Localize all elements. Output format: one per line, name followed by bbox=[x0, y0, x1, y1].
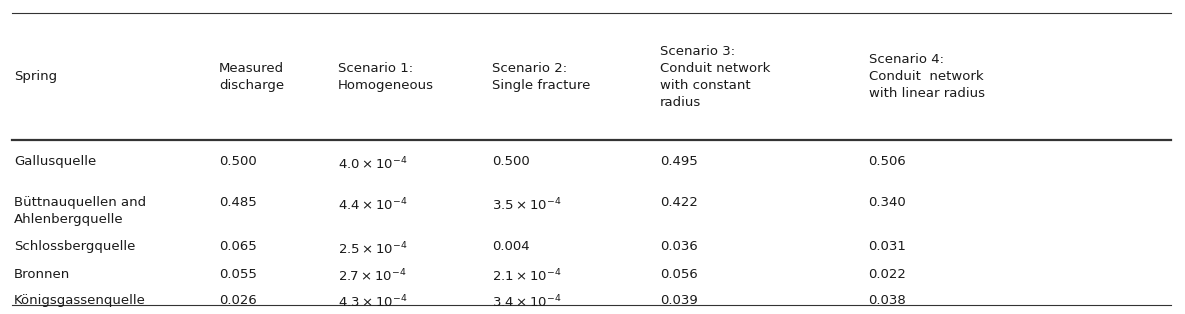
Text: 0.506: 0.506 bbox=[869, 155, 907, 168]
Text: 0.022: 0.022 bbox=[869, 268, 907, 280]
Text: 0.004: 0.004 bbox=[492, 240, 530, 253]
Text: $4.3 \times 10^{-4}$: $4.3 \times 10^{-4}$ bbox=[338, 294, 408, 310]
Text: 0.495: 0.495 bbox=[660, 155, 698, 168]
Text: 0.056: 0.056 bbox=[660, 268, 698, 280]
Text: $3.5 \times 10^{-4}$: $3.5 \times 10^{-4}$ bbox=[492, 196, 562, 213]
Text: $2.5 \times 10^{-4}$: $2.5 \times 10^{-4}$ bbox=[338, 240, 408, 257]
Text: Büttnauquellen and
Ahlenbergquelle: Büttnauquellen and Ahlenbergquelle bbox=[14, 196, 146, 226]
Text: 0.500: 0.500 bbox=[492, 155, 530, 168]
Text: 0.039: 0.039 bbox=[660, 294, 698, 306]
Text: Scenario 1:
Homogeneous: Scenario 1: Homogeneous bbox=[338, 62, 434, 92]
Text: Bronnen: Bronnen bbox=[14, 268, 70, 280]
Text: Gallusquelle: Gallusquelle bbox=[14, 155, 96, 168]
Text: 0.055: 0.055 bbox=[219, 268, 257, 280]
Text: Schlossbergquelle: Schlossbergquelle bbox=[14, 240, 135, 253]
Text: 0.036: 0.036 bbox=[660, 240, 698, 253]
Text: 0.065: 0.065 bbox=[219, 240, 257, 253]
Text: Scenario 4:
Conduit  network
with linear radius: Scenario 4: Conduit network with linear … bbox=[869, 53, 985, 100]
Text: Scenario 2:
Single fracture: Scenario 2: Single fracture bbox=[492, 62, 590, 92]
Text: $4.0 \times 10^{-4}$: $4.0 \times 10^{-4}$ bbox=[338, 155, 408, 172]
Text: 0.026: 0.026 bbox=[219, 294, 257, 306]
Text: Measured
discharge: Measured discharge bbox=[219, 62, 284, 92]
Text: Scenario 3:
Conduit network
with constant
radius: Scenario 3: Conduit network with constan… bbox=[660, 45, 770, 109]
Text: 0.340: 0.340 bbox=[869, 196, 907, 209]
Text: $2.7 \times 10^{-4}$: $2.7 \times 10^{-4}$ bbox=[338, 268, 406, 284]
Text: 0.038: 0.038 bbox=[869, 294, 907, 306]
Text: 0.485: 0.485 bbox=[219, 196, 257, 209]
Text: $3.4 \times 10^{-4}$: $3.4 \times 10^{-4}$ bbox=[492, 294, 562, 310]
Text: $4.4 \times 10^{-4}$: $4.4 \times 10^{-4}$ bbox=[338, 196, 408, 213]
Text: $2.1 \times 10^{-4}$: $2.1 \times 10^{-4}$ bbox=[492, 268, 562, 284]
Text: 0.422: 0.422 bbox=[660, 196, 698, 209]
Text: 0.031: 0.031 bbox=[869, 240, 907, 253]
Text: Spring: Spring bbox=[14, 70, 57, 84]
Text: 0.500: 0.500 bbox=[219, 155, 257, 168]
Text: Königsgassenquelle: Königsgassenquelle bbox=[14, 294, 146, 306]
